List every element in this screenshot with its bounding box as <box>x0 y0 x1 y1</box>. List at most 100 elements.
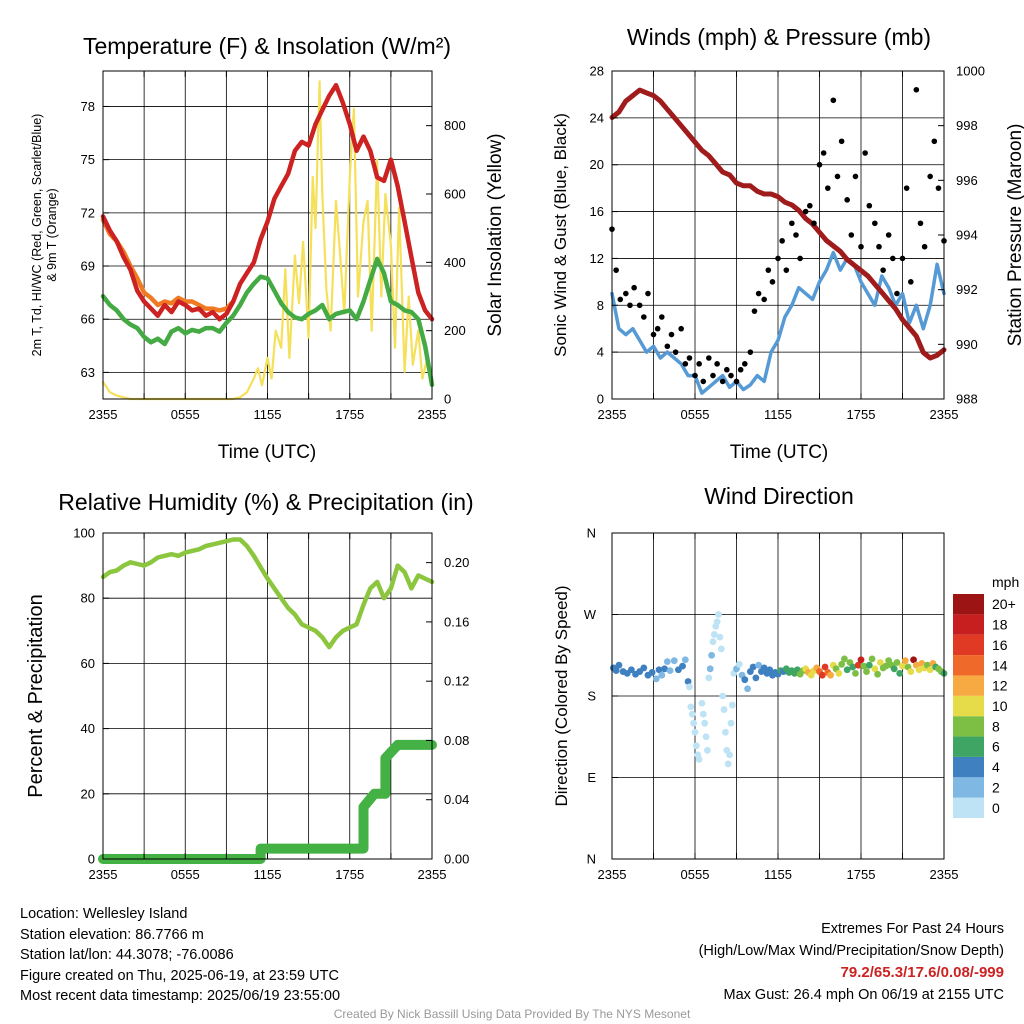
gust-point <box>755 290 762 297</box>
colorbar-label: 6 <box>992 739 1000 755</box>
gust-point <box>834 173 841 180</box>
gust-point <box>825 185 831 191</box>
gust-point <box>659 314 665 320</box>
temperature-ylabel-right: Solar Insolation (Yellow) <box>485 133 506 336</box>
direction-point <box>860 662 868 670</box>
direction-point <box>722 728 729 736</box>
x-tick-label: 2355 <box>418 867 447 882</box>
direction-point <box>648 669 656 676</box>
y2-tick-label: 800 <box>444 118 466 133</box>
wind-grid <box>612 71 944 399</box>
gust-point <box>654 325 661 332</box>
direction-point <box>843 666 851 674</box>
direction-point <box>705 674 713 682</box>
direction-point <box>760 664 768 672</box>
gust-point <box>761 296 767 303</box>
gust-point <box>931 138 938 145</box>
temperature-ticks: 2355 0555 1155 1755 2355 63 66 69 72 75 78 0 200 400 6… <box>81 71 466 422</box>
gust-point <box>852 173 859 180</box>
colorbar-swatch <box>953 695 984 717</box>
gust-point <box>858 243 864 250</box>
direction-point <box>841 655 848 663</box>
direction-point <box>702 733 710 741</box>
gust-point <box>678 325 684 332</box>
x-tick-label: 1155 <box>254 867 282 882</box>
y2-tick-label: 200 <box>444 323 466 338</box>
x-tick-label: 0555 <box>681 407 710 422</box>
x-tick-label: 1755 <box>335 407 364 422</box>
direction-point <box>627 666 635 674</box>
y-tick-label: 4 <box>597 345 604 360</box>
wind-title: Winds (mph) & Pressure (mb) <box>627 24 931 50</box>
extremes-subtitle: (High/Low/Max Wind/Precipitation/Snow De… <box>698 943 1004 959</box>
direction-point <box>863 668 870 675</box>
direction-point <box>727 719 735 727</box>
gust-point <box>885 232 892 238</box>
wind-direction-ylabel-left: Direction (Colored By Speed) <box>552 585 571 806</box>
x-tick-label: 1755 <box>847 867 876 882</box>
wind-plot <box>609 86 947 395</box>
direction-point <box>915 666 923 674</box>
gust-point <box>775 255 781 262</box>
direction-point <box>744 685 751 693</box>
gust-point <box>802 208 809 215</box>
direction-point <box>849 663 857 671</box>
direction-point <box>695 755 703 763</box>
gust-point <box>793 232 799 238</box>
direction-point <box>868 655 876 663</box>
direction-point <box>615 661 623 669</box>
direction-point <box>704 746 711 754</box>
gust-point <box>650 331 657 338</box>
colorbar-swatch <box>953 797 984 818</box>
direction-point <box>719 692 727 700</box>
direction-point <box>827 671 834 679</box>
direction-point <box>720 706 728 713</box>
temperature-grid <box>103 71 432 399</box>
y2-tick-label: 988 <box>956 392 978 407</box>
gust-point <box>751 308 758 314</box>
wind-direction-plot <box>609 611 948 768</box>
gust-point <box>903 185 910 191</box>
y-tick-label: 75 <box>81 152 95 167</box>
direction-point <box>688 710 696 718</box>
direction-point <box>658 671 666 679</box>
gust-point <box>645 290 651 297</box>
colorbar-label: 4 <box>992 759 1000 775</box>
temperature-ylabel-left-2: & 9m T (Orange) <box>45 188 59 281</box>
direction-point <box>698 699 706 707</box>
station-info: Location: Wellesley Island Station eleva… <box>20 904 340 1007</box>
wind-direction-panel: Wind Direction 2355 0555 1155 1755 2355NESWN… <box>552 483 1019 882</box>
gust-point <box>844 197 850 203</box>
gust-point <box>816 161 823 168</box>
direction-point <box>717 645 725 653</box>
direction-point <box>670 657 678 665</box>
gust-point <box>737 366 744 373</box>
station-location: Location: Wellesley Island <box>20 906 188 922</box>
gust-point <box>668 331 675 338</box>
extremes-values: 79.2/65.3/17.6/0.08/-999 <box>840 964 1004 981</box>
gust-point <box>866 202 873 209</box>
gust-point <box>783 267 790 273</box>
colorbar-swatch <box>953 655 984 676</box>
direction-point <box>821 663 829 671</box>
direction-point <box>663 658 671 665</box>
gust-point <box>876 243 882 250</box>
gust-point <box>913 86 920 93</box>
extremes-box: Extremes For Past 24 Hours (High/Low/Max… <box>699 918 1004 1006</box>
x-tick-label: 2355 <box>598 407 627 422</box>
direction-point <box>907 668 915 675</box>
gust-point <box>899 255 906 262</box>
x-tick-label: 0555 <box>171 867 200 882</box>
direction-point <box>709 638 717 646</box>
y-tick-label: 72 <box>81 205 95 220</box>
direction-point <box>752 674 760 682</box>
y-tick-label: 20 <box>81 786 95 801</box>
x-tick-label: 1155 <box>764 867 792 882</box>
y2-tick-label: 0.16 <box>444 614 469 629</box>
y2-tick-label: 0 <box>444 392 451 407</box>
gust-point <box>927 173 933 180</box>
gust-point <box>733 378 740 385</box>
y-tick-label: 20 <box>590 157 604 172</box>
direction-point <box>710 631 718 638</box>
